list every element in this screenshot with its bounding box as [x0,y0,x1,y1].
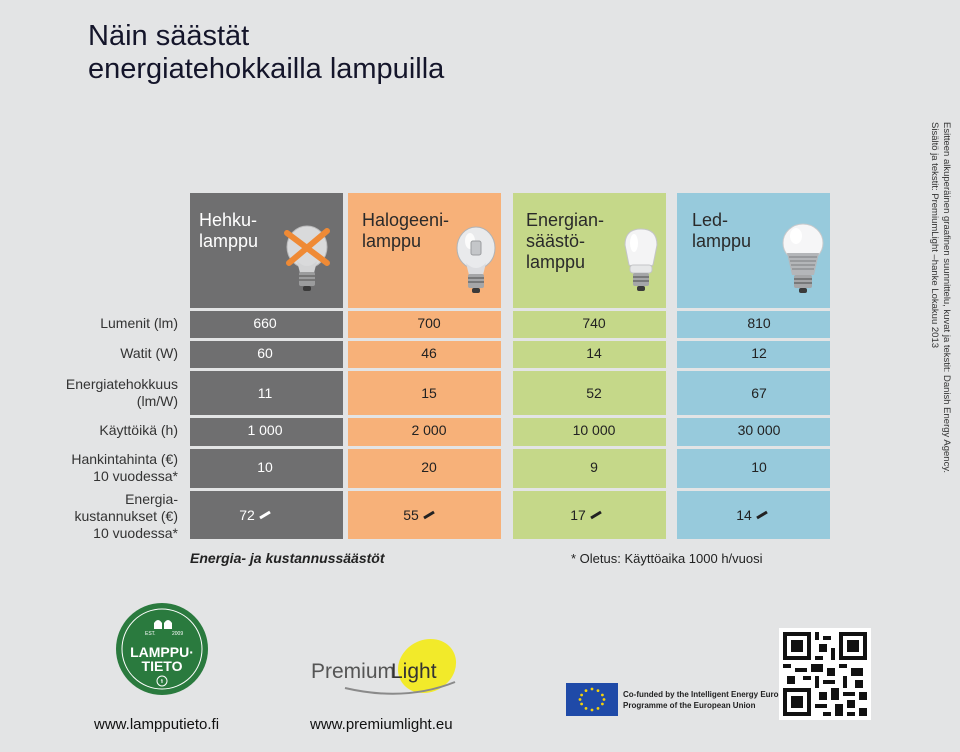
column-header: Energian-säästö-lamppu [526,210,605,272]
value-efficiency: 15 [421,385,437,401]
column-led: Led-lamppu 810 12 67 30 000 10 14 [677,193,830,539]
row-label-watt: Watit (W) [120,345,178,361]
svg-text:EST.: EST. [145,631,156,637]
column-header: Halogeeni-lamppu [362,210,450,251]
value-lifetime: 2 000 [411,422,447,438]
svg-text:LAMPPU·: LAMPPU· [130,644,194,660]
page-title: Näin säästät energiatehokkailla lampuill… [88,20,444,86]
savings-mark-icon [589,510,602,520]
lampputieto-logo: EST. 2009 LAMPPU· TIETO fi [116,603,208,695]
value-efficiency: 67 [751,385,767,401]
column-header: Led-lamppu [692,210,752,251]
value-watt: 46 [421,345,437,361]
svg-text:Premium: Premium [311,660,395,683]
premiumlight-logo: Premium Light [311,638,457,695]
value-watt: 12 [751,345,767,361]
savings-mark-icon [422,510,435,520]
column-incandescent: Hehku-lamppu 660 60 11 1 000 10 72 [190,193,343,539]
value-watt: 60 [257,345,273,361]
svg-text:fi: fi [161,679,164,685]
svg-text:2009: 2009 [172,631,183,637]
title-line-2: energiatehokkailla lampuilla [88,53,445,85]
value-energy-cost: 14 [707,507,797,524]
row-label-energy-cost: Energia-kustannukset (€) 10 vuodessa* [74,491,179,541]
credits-sidenote: Esitteen alkuperäinen graafinen suunnitt… [929,122,952,474]
incandescent-bulb-crossed-icon [284,225,330,291]
eu-funding-text: Co-funded by the Intelligent Energy Euro… [623,690,788,710]
value-purchase: 10 [751,459,767,475]
svg-text:Light: Light [391,660,437,683]
value-lifetime: 10 000 [572,422,616,438]
savings-mark-icon [755,510,768,520]
value-lumen: 660 [253,315,277,331]
value-lumen: 810 [747,315,771,331]
link-lampputieto[interactable]: www.lampputieto.fi [94,716,220,733]
value-purchase: 20 [421,459,437,475]
qr-code-icon[interactable] [779,628,871,720]
footnote: * Oletus: Käyttöaika 1000 h/vuosi [571,551,763,566]
eu-flag-icon [566,683,618,716]
row-label-lifetime: Käyttöikä (h) [99,422,178,438]
column-header: Hehku-lamppu [199,210,259,251]
value-lumen: 740 [582,315,606,331]
legend-savings: Energia- ja kustannussäästöt [190,550,385,566]
value-efficiency: 11 [257,385,273,401]
value-lifetime: 1 000 [247,422,283,438]
row-label-purchase: Hankintahinta (€) 10 vuodessa* [71,451,178,484]
energy-saving-bulb-icon [624,228,658,291]
row-label-lumen: Lumenit (lm) [100,315,178,331]
value-purchase: 9 [590,459,598,475]
value-energy-cost: 55 [374,507,464,524]
value-lifetime: 30 000 [737,422,781,438]
column-energy-saving: Energian-säästö-lamppu 740 14 52 10 000 … [513,193,666,539]
value-energy-cost: 72 [210,507,300,524]
value-lumen: 700 [417,315,441,331]
led-bulb-icon [782,223,824,293]
value-purchase: 10 [257,459,273,475]
title-line-1: Näin säästät [88,20,250,52]
halogen-bulb-icon [456,226,496,293]
row-label-efficiency: Energiatehokkuus (lm/W) [65,376,178,409]
savings-mark-icon [258,510,271,520]
column-halogen: Halogeeni-lamppu 700 46 15 2 000 20 55 [348,193,501,539]
svg-text:TIETO: TIETO [142,658,183,674]
value-watt: 14 [586,345,602,361]
value-energy-cost: 17 [541,507,631,524]
link-premiumlight[interactable]: www.premiumlight.eu [310,716,453,733]
value-efficiency: 52 [586,385,602,401]
